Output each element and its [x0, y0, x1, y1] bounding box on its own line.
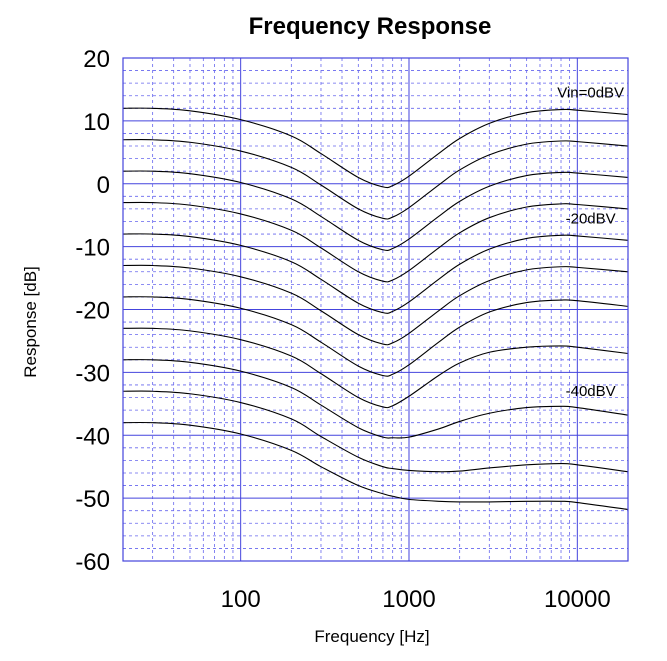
series-annotation: -20dBV	[566, 210, 616, 227]
series-line-7	[122, 296, 629, 377]
series-line-9	[122, 359, 629, 439]
y-tick-label: -50	[75, 486, 110, 513]
y-tick-label: -30	[75, 360, 110, 387]
x-tick-label: 1000	[382, 586, 435, 613]
y-tick-label: -60	[75, 549, 110, 576]
series-line-2	[122, 139, 629, 220]
y-tick-label: -10	[75, 235, 110, 262]
y-tick-label: -40	[75, 423, 110, 450]
y-tick-label: 20	[83, 46, 110, 73]
plot-frame	[122, 57, 629, 562]
series-annotation: Vin=0dBV	[557, 85, 624, 102]
y-tick-label: -20	[75, 298, 110, 325]
x-tick-label: 100	[221, 586, 261, 613]
y-tick-label: 0	[97, 172, 110, 199]
x-tick-label: 10000	[544, 586, 611, 613]
chart-title: Frequency Response	[249, 13, 492, 40]
series-line-1	[122, 107, 629, 189]
series-annotation: -40dBV	[566, 383, 616, 400]
annotations: Vin=0dBV -20dBV -40dBV	[557, 85, 624, 401]
y-tick-label: 10	[83, 109, 110, 136]
series-line-11	[122, 421, 629, 510]
x-axis-label: Frequency [Hz]	[314, 627, 429, 646]
series-line-4	[122, 201, 629, 283]
series-line-8	[122, 327, 629, 409]
grid	[122, 57, 629, 562]
series-group	[122, 107, 629, 510]
series-line-3	[122, 170, 629, 251]
series-line-10	[122, 390, 629, 473]
series-line-5	[122, 233, 629, 314]
series-line-6	[122, 264, 629, 346]
y-axis-label: Response [dB]	[21, 266, 40, 378]
